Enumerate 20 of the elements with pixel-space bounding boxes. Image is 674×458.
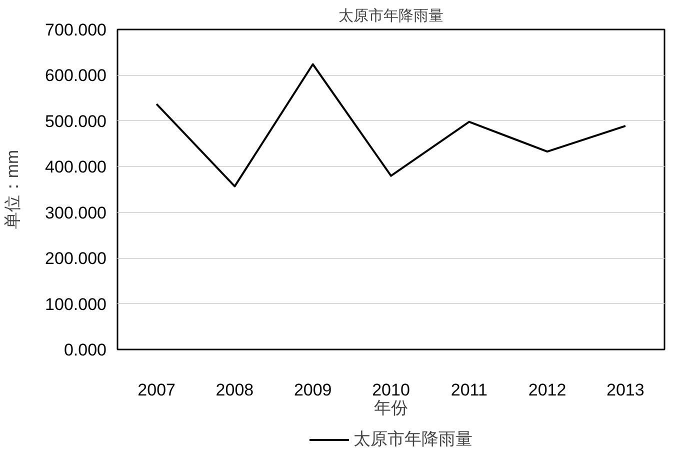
x-tick-label: 2007	[138, 380, 176, 400]
x-tick-label: 2009	[294, 380, 332, 400]
y-tick-label: 600.000	[45, 66, 106, 86]
y-tick-label: 400.000	[45, 158, 106, 177]
legend-label: 太原市年降雨量	[354, 428, 472, 450]
y-tick-label: 200.000	[45, 249, 106, 268]
y-tick-label: 100.000	[45, 294, 106, 314]
y-tick-label: 700.000	[45, 20, 106, 40]
x-tick-label: 2010	[372, 380, 410, 400]
x-tick-label: 2013	[606, 380, 644, 400]
chart-title: 太原市年降雨量	[338, 8, 444, 24]
y-tick-label: 0.000	[64, 340, 107, 360]
y-axis-title: 单位：mm	[3, 150, 22, 230]
x-tick-label: 2011	[450, 380, 488, 400]
x-tick-label: 2012	[528, 380, 566, 400]
y-tick-label: 500.000	[45, 112, 106, 131]
y-tick-label: 300.000	[45, 203, 106, 222]
line-series	[156, 63, 626, 188]
x-axis-title: 年份	[374, 398, 408, 418]
x-tick-label: 2008	[216, 380, 254, 400]
